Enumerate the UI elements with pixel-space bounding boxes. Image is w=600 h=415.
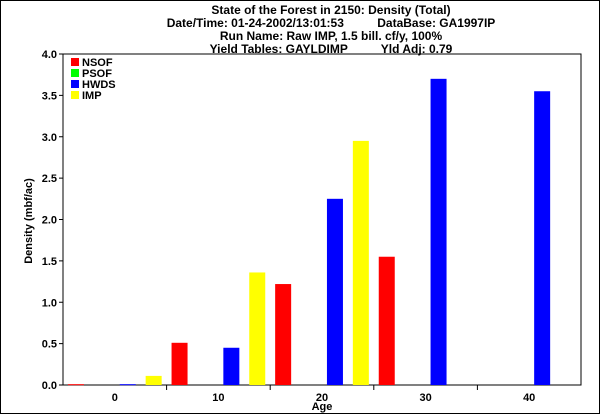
bar-hwds-30 — [430, 78, 447, 385]
bars-layer — [67, 78, 551, 386]
legend-label-imp: IMP — [82, 90, 102, 102]
x-tick-label: 0 — [112, 392, 118, 404]
x-tick-label: 30 — [419, 392, 431, 404]
y-tick-label: 1.0 — [42, 297, 57, 309]
legend-label-psof: PSOF — [82, 68, 112, 80]
chart-title-block: State of the Forest in 2150: Density (To… — [167, 3, 496, 56]
chart-subtitle-runname: Run Name: Raw IMP, 1.5 bill. cf/y, 100% — [220, 29, 443, 43]
y-tick-label: 0.0 — [42, 380, 57, 392]
x-axis: 0 10 20 30 40 — [112, 385, 535, 404]
bar-imp-0 — [145, 375, 162, 385]
y-tick-label: 2.5 — [42, 173, 57, 185]
y-axis-label: Density (mbf/ac) — [23, 178, 35, 264]
bar-hwds-40 — [534, 91, 551, 386]
legend-label-nsof: NSOF — [82, 57, 113, 69]
plot-border — [62, 53, 582, 386]
legend-swatch-nsof — [71, 58, 79, 66]
y-tick-label: 3.5 — [42, 90, 57, 102]
legend-label-hwds: HWDS — [82, 79, 116, 91]
x-axis-label: Age — [312, 401, 333, 413]
chart-title: State of the Forest in 2150: Density (To… — [211, 3, 450, 17]
y-axis: 0.0 0.5 1.0 1.5 2.0 2.5 3.0 3.5 4.0 — [42, 49, 63, 392]
y-tick-label: 1.5 — [42, 256, 57, 268]
bar-nsof-30 — [378, 256, 395, 385]
bar-hwds-10 — [223, 347, 240, 385]
chart-subtitle-datetime: Date/Time: 01-24-2002/13:01:53 DataBase:… — [167, 16, 496, 30]
x-tick-label: 20 — [316, 392, 328, 404]
legend-swatch-imp — [71, 91, 79, 99]
bar-hwds-20 — [326, 198, 343, 385]
chart-subtitle-yieldtables: Yield Tables: GAYLDIMP Yld Adj: 0.79 — [210, 42, 453, 56]
x-tick-label: 10 — [212, 392, 224, 404]
bar-nsof-0 — [67, 384, 84, 386]
bar-imp-10 — [249, 272, 266, 385]
y-tick-label: 3.0 — [42, 132, 57, 144]
legend-swatch-hwds — [71, 80, 79, 88]
bar-nsof-20 — [275, 284, 292, 385]
plot-area — [62, 53, 582, 386]
bar-imp-20 — [352, 140, 369, 385]
y-tick-label: 4.0 — [42, 49, 57, 61]
bar-nsof-10 — [171, 342, 188, 385]
bar-hwds-0 — [119, 384, 136, 386]
y-tick-label: 0.5 — [42, 339, 57, 351]
y-tick-label: 2.0 — [42, 215, 57, 227]
legend-swatch-psof — [71, 69, 79, 77]
x-tick-label: 40 — [523, 392, 535, 404]
